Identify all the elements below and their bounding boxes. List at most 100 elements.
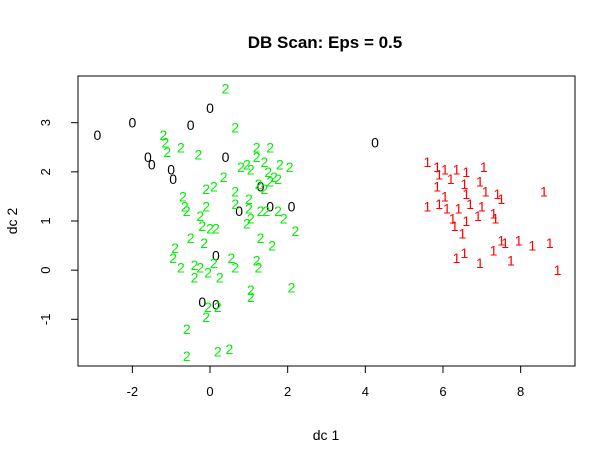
cluster-1-point: 1 [554, 262, 562, 278]
y-tick-label: 3 [38, 119, 53, 126]
cluster-1-point: 1 [497, 191, 505, 207]
cluster-0-point: 0 [266, 198, 274, 214]
cluster-2-point: 2 [262, 203, 270, 219]
cluster-1-point: 1 [474, 208, 482, 224]
cluster-1-point: 1 [441, 188, 449, 204]
cluster-2-point: 2 [183, 203, 191, 219]
y-tick-label: 1 [38, 217, 53, 224]
cluster-1-point: 1 [501, 235, 509, 251]
cluster-2-point: 2 [183, 348, 191, 364]
cluster-0-point: 0 [198, 294, 206, 310]
cluster-1-point: 1 [424, 154, 432, 170]
x-axis: -2 0 2 4 6 8 [127, 365, 524, 399]
cluster-2-point: 2 [264, 164, 272, 180]
cluster-2-point: 2 [292, 223, 300, 239]
cluster-2-point: 2 [191, 257, 199, 273]
cluster-1-point: 1 [462, 164, 470, 180]
cluster-2-point: 2 [187, 230, 195, 246]
cluster-2-point: 2 [198, 218, 206, 234]
cluster-2-point: 2 [245, 191, 253, 207]
cluster-2-point: 2 [274, 171, 282, 187]
cluster-2-point: 2 [274, 203, 282, 219]
cluster-2-point: 2 [247, 282, 255, 298]
cluster-2-point: 2 [266, 174, 274, 190]
cluster-1-point: 1 [443, 201, 451, 217]
cluster-2-point: 2 [179, 188, 187, 204]
cluster-1-point: 1 [478, 198, 486, 214]
cluster-2-point: 2 [247, 211, 255, 227]
cluster-2-point: 2 [220, 169, 228, 185]
cluster-2-point: 2 [227, 250, 235, 266]
cluster-1-point: 1 [480, 159, 488, 175]
plot-frame [77, 75, 576, 367]
cluster-2-point: 2 [253, 252, 261, 268]
cluster-2-point: 2 [222, 80, 230, 96]
cluster-2-point: 2 [231, 260, 239, 276]
cluster-2-point: 2 [260, 154, 268, 170]
cluster-1-point: 1 [460, 245, 468, 261]
cluster-2-point: 2 [270, 169, 278, 185]
cluster-0-point: 0 [212, 297, 220, 313]
cluster-2-point: 2 [202, 198, 210, 214]
cluster-1-point: 1 [490, 242, 498, 258]
cluster-2-point: 2 [196, 260, 204, 276]
cluster-2-point: 2 [231, 120, 239, 136]
cluster-2-point: 2 [163, 144, 171, 160]
x-tick-label: 6 [439, 384, 446, 399]
x-tick-label: 0 [206, 384, 213, 399]
cluster-2-point: 2 [253, 139, 261, 155]
cluster-1-point: 1 [466, 196, 474, 212]
cluster-2-point: 2 [171, 240, 179, 256]
cluster-2-point: 2 [210, 255, 218, 271]
cluster-2-point: 2 [243, 215, 251, 231]
cluster-1-point: 1 [447, 171, 455, 187]
cluster-2-point: 2 [183, 321, 191, 337]
cluster-0-point: 0 [212, 247, 220, 263]
x-axis-label: dc 1 [313, 427, 340, 443]
cluster-2-point: 2 [286, 159, 294, 175]
y-axis-label: dc 2 [4, 208, 20, 235]
cluster-1-point: 1 [490, 206, 498, 222]
cluster-2-point: 2 [280, 211, 288, 227]
x-tick-label: 4 [362, 384, 369, 399]
cluster-1-point: 1 [476, 255, 484, 271]
cluster-2-point: 2 [212, 220, 220, 236]
cluster-1-point: 1 [453, 250, 461, 266]
cluster-2-point: 2 [237, 159, 245, 175]
cluster-1-point: 1 [546, 235, 554, 251]
cluster-1-point: 1 [482, 184, 490, 200]
cluster-2-point: 2 [243, 156, 251, 172]
cluster-2-point: 2 [268, 238, 276, 254]
y-tick-label: 2 [38, 168, 53, 175]
cluster-2-point: 2 [231, 184, 239, 200]
cluster-2-point: 2 [206, 220, 214, 236]
cluster-2-point: 2 [255, 260, 263, 276]
cluster-2-point: 2 [160, 127, 168, 143]
cluster-1-point: 1 [528, 238, 536, 254]
cluster-2-point: 2 [226, 341, 234, 357]
cluster-2-point: 2 [196, 208, 204, 224]
cluster-1-point: 1 [453, 161, 461, 177]
cluster-1-point: 1 [462, 213, 470, 229]
cluster-2-point: 2 [210, 179, 218, 195]
cluster-0-point: 0 [222, 149, 230, 165]
cluster-0-point: 0 [144, 149, 152, 165]
cluster-2-point: 2 [255, 176, 263, 192]
cluster-2-point: 2 [216, 270, 224, 286]
cluster-1-point: 1 [433, 159, 441, 175]
cluster-1-point: 1 [460, 176, 468, 192]
cluster-1-point: 1 [449, 211, 457, 227]
cluster-0-point: 0 [288, 198, 296, 214]
cluster-2-point: 2 [202, 181, 210, 197]
y-tick-label: 0 [38, 267, 53, 274]
cluster-1-point: 1 [492, 211, 500, 227]
cluster-2-point: 2 [276, 156, 284, 172]
cluster-2-point: 2 [253, 149, 261, 165]
cluster-1-point: 1 [462, 186, 470, 202]
cluster-0-point: 0 [167, 161, 175, 177]
cluster-0-point: 0 [148, 156, 156, 172]
cluster-1-point: 1 [507, 252, 515, 268]
cluster-2-point: 2 [177, 139, 185, 155]
cluster-0-point: 0 [257, 179, 265, 195]
